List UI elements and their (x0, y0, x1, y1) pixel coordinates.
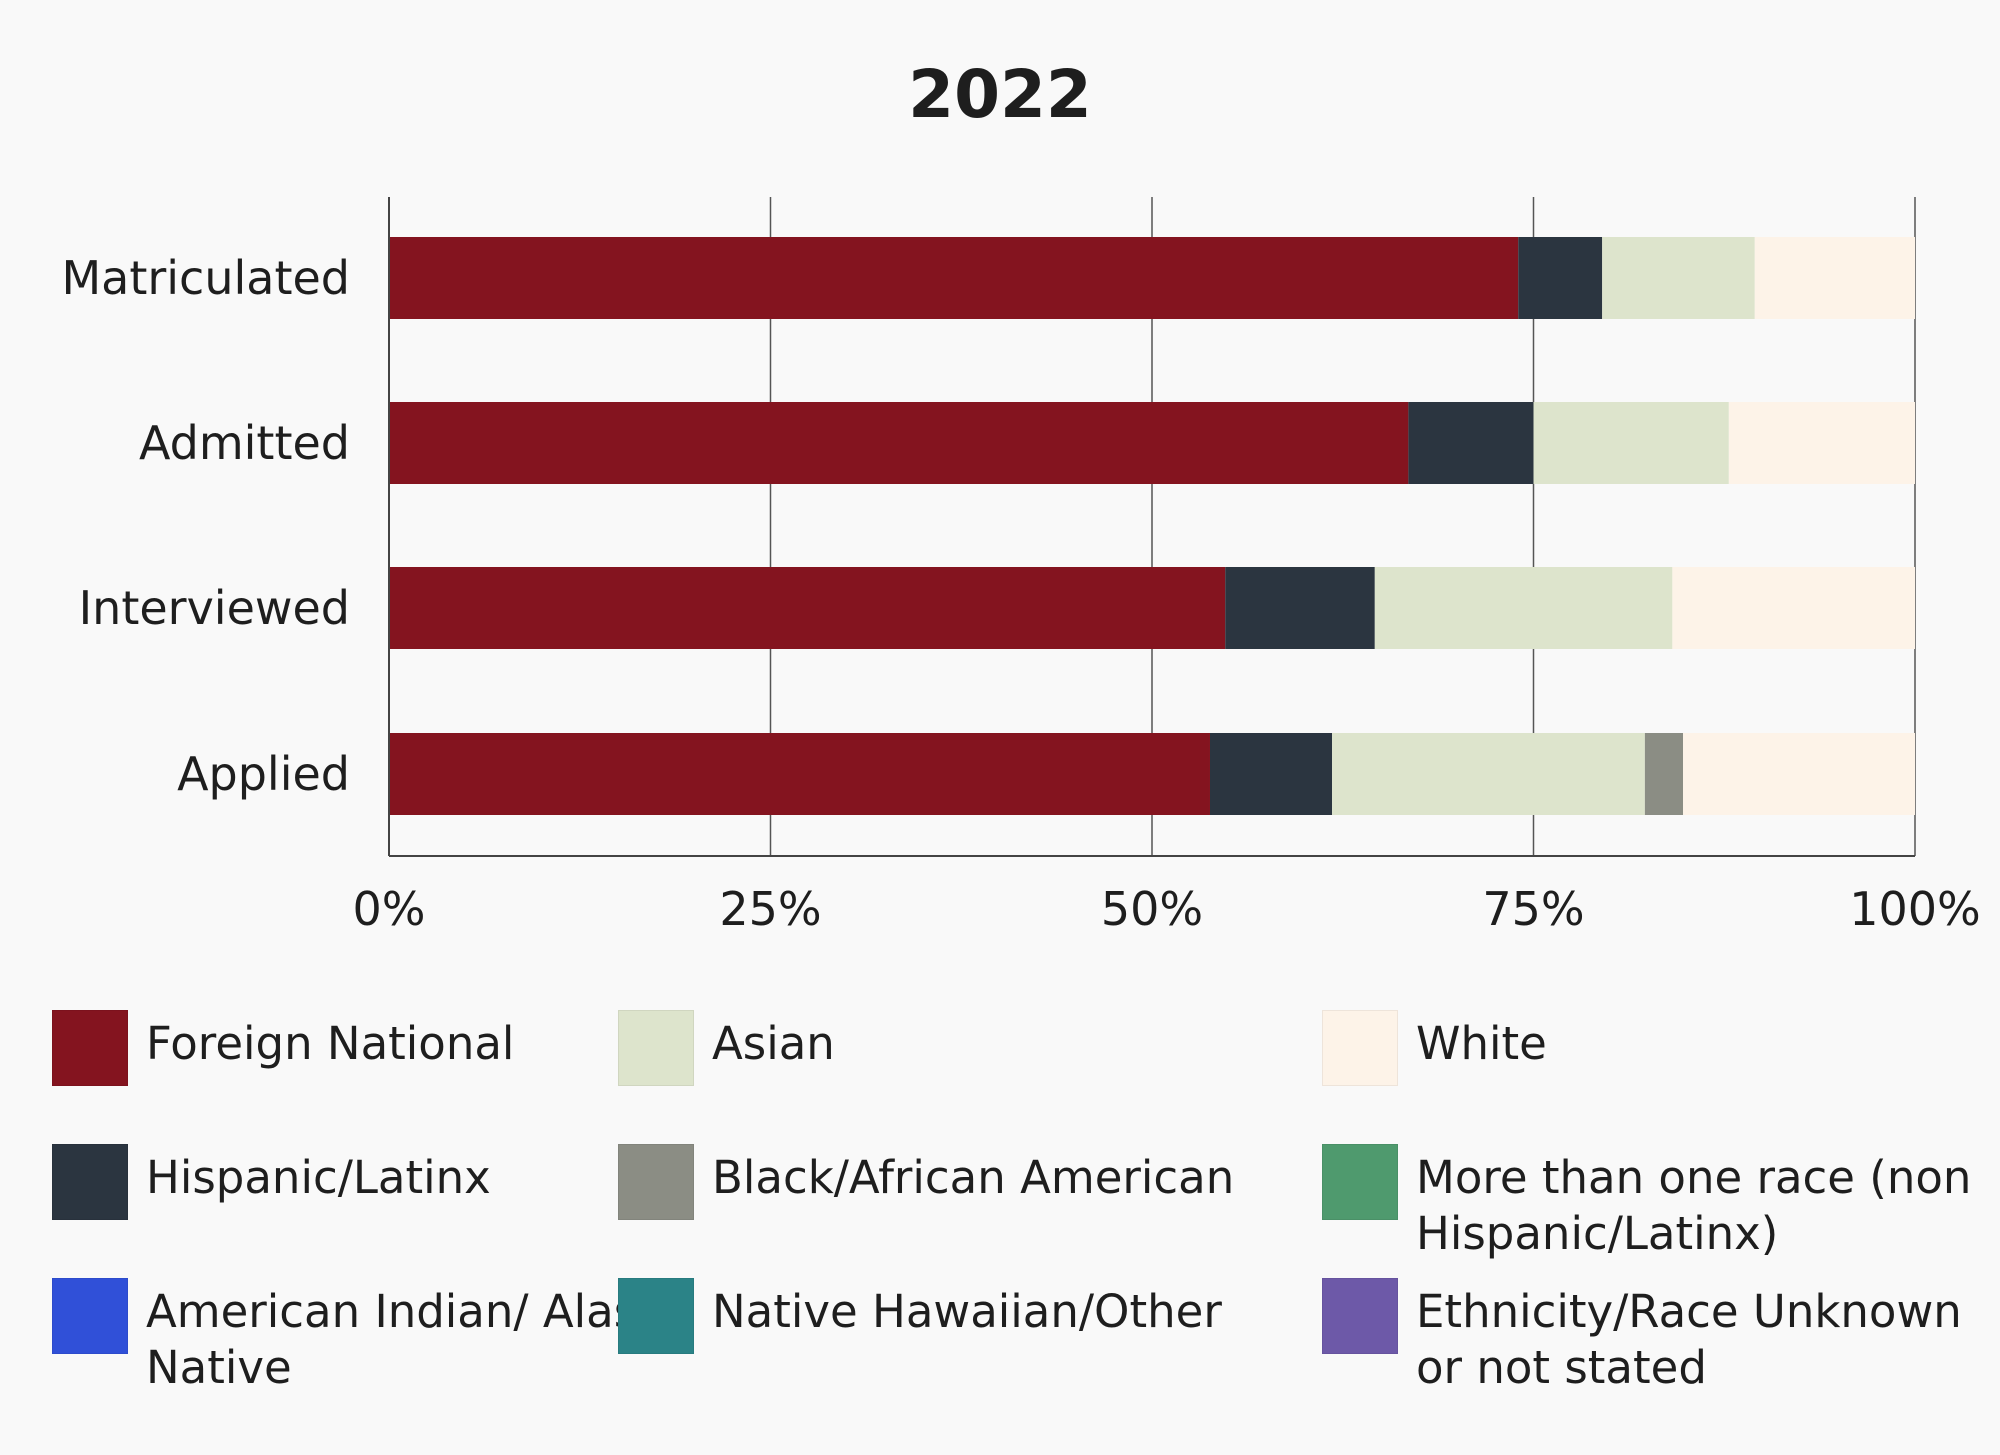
y-category-label: Matriculated (61, 251, 350, 305)
legend-swatch (52, 1010, 128, 1086)
legend-label: Ethnicity/Race Unknown or not stated (1416, 1285, 1962, 1394)
legend-label: Native Hawaiian/Other (712, 1285, 1222, 1338)
bar-admitted-1 (1408, 402, 1534, 484)
bar-admitted-0 (389, 402, 1409, 484)
bar-interviewed-1 (1225, 567, 1375, 649)
legend-item: Native Hawaiian/Other (618, 1278, 1222, 1354)
y-category-label: Interviewed (79, 581, 350, 635)
legend-label: Asian (712, 1017, 835, 1070)
legend-swatch (618, 1278, 694, 1354)
bar-applied-0 (389, 733, 1210, 815)
legend-swatch (1322, 1144, 1398, 1220)
legend-item: Ethnicity/Race Unknown or not stated (1322, 1278, 1976, 1396)
bar-applied-3 (1644, 733, 1684, 815)
legend-swatch (618, 1144, 694, 1220)
bar-matriculated-0 (389, 237, 1519, 319)
bar-matriculated-1 (1518, 237, 1603, 319)
legend-label: Foreign National (146, 1017, 515, 1070)
bars (389, 237, 1915, 815)
legend-swatch (618, 1010, 694, 1086)
legend-item: American Indian/ Alaska Native (52, 1278, 706, 1396)
legend-swatch (52, 1278, 128, 1354)
bar-applied-1 (1209, 733, 1333, 815)
bar-applied-2 (1332, 733, 1645, 815)
legend-label: Black/African American (712, 1151, 1235, 1204)
x-tick-label: 50% (1101, 882, 1203, 936)
x-tick-label: 100% (1849, 882, 1981, 936)
legend-swatch (1322, 1278, 1398, 1354)
legend-label: American Indian/ Alaska Native (146, 1285, 691, 1394)
bar-admitted-4 (1728, 402, 1915, 484)
legend: Foreign National Asian White Hispanic/Latin… (0, 1000, 2000, 1440)
bar-applied-4 (1683, 733, 1915, 815)
legend-label: More than one race (non Hispanic/Latinx) (1416, 1151, 1972, 1260)
x-tick-label: 75% (1482, 882, 1584, 936)
chart: 2022 0% 25% 50% 75% 100% Matriculated Admitted… (61, 56, 1980, 936)
bar-matriculated-2 (1602, 237, 1755, 319)
legend-swatch (1322, 1010, 1398, 1086)
legend-swatch (52, 1144, 128, 1220)
chart-svg: 2022 0% 25% 50% 75% 100% Matriculated Admitted… (61, 56, 1980, 936)
bar-admitted-2 (1533, 402, 1729, 484)
chart-title: 2022 (908, 56, 1092, 133)
bar-interviewed-4 (1672, 567, 1915, 649)
legend-item: Hispanic/Latinx (52, 1144, 491, 1220)
legend-item: Black/African American (618, 1144, 1234, 1220)
y-category-label: Admitted (139, 416, 350, 470)
axis-labels: 0% 25% 50% 75% 100% Matriculated Admitted Inter… (61, 251, 1980, 936)
legend-label: Hispanic/Latinx (146, 1151, 491, 1204)
bar-interviewed-0 (389, 567, 1226, 649)
legend-item: Asian (618, 1010, 835, 1086)
legend-label: White (1416, 1017, 1547, 1070)
legend-item: White (1322, 1010, 1547, 1086)
legend-item: Foreign National (52, 1010, 514, 1086)
bar-interviewed-2 (1374, 567, 1673, 649)
x-tick-label: 25% (719, 882, 821, 936)
axes (388, 197, 1915, 857)
x-tick-label: 0% (353, 882, 426, 936)
bar-matriculated-4 (1754, 237, 1915, 319)
y-category-label: Applied (177, 747, 350, 801)
legend-item: More than one race (non Hispanic/Latinx) (1322, 1144, 1976, 1262)
